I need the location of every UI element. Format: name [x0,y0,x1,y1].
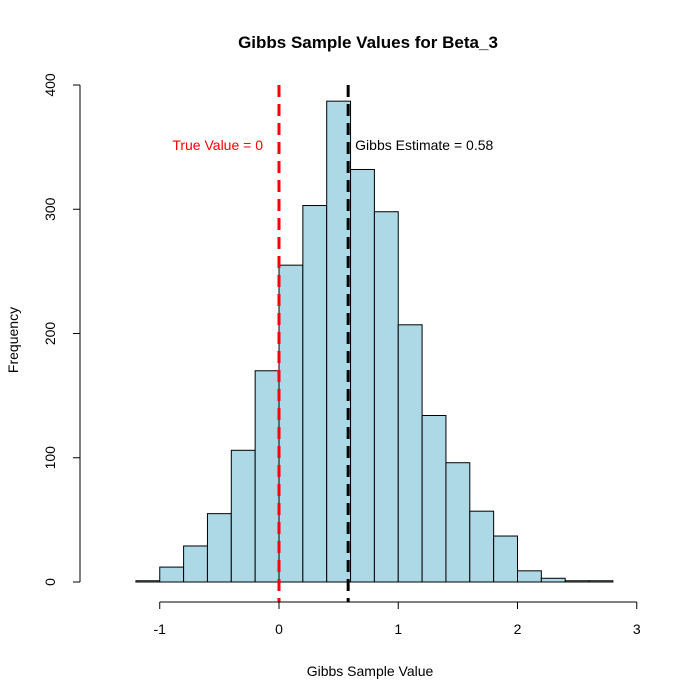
histogram-bar [517,570,542,583]
histogram-bar [445,462,471,583]
reference-lines-layer: True Value = 0 Gibbs Estimate = 0.58 [172,85,494,602]
x-tick-label: 1 [394,621,402,637]
histogram-bar [350,168,375,583]
histogram-bar [540,577,566,583]
histogram-bar [302,205,328,583]
histogram-bar [588,580,614,583]
y-axis-label: Frequency [5,307,21,373]
histogram-bar [159,566,185,583]
bars-layer [135,100,614,583]
x-tick-label: -1 [154,621,167,637]
x-axis: -1 0 1 2 3 [154,601,641,637]
y-tick-label: 200 [42,322,58,346]
y-tick-label: 300 [42,197,58,221]
y-tick-label: 100 [42,446,58,470]
histogram-bar [206,513,232,583]
histogram-bar [373,211,399,583]
x-tick-label: 2 [514,621,522,637]
chart-title: Gibbs Sample Values for Beta_3 [238,33,498,52]
histogram-bar [493,535,518,583]
histogram-bar [135,580,161,583]
histogram-bar [183,545,208,583]
gibbs-estimate-label: Gibbs Estimate = 0.58 [355,137,493,153]
true-value-label: True Value = 0 [172,137,263,153]
histogram-bar [421,415,447,583]
y-tick-label: 0 [42,578,58,586]
x-tick-label: 0 [275,621,283,637]
x-axis-label: Gibbs Sample Value [307,663,434,679]
histogram-bar [278,264,304,583]
y-tick-label: 400 [42,73,58,97]
histogram-bar [254,370,280,583]
histogram-bar [469,510,495,583]
y-axis: 0 100 200 300 400 [42,73,81,586]
x-tick-label: 3 [633,621,641,637]
histogram-bar [564,580,590,583]
histogram-bar [397,324,423,583]
histogram-bar [230,449,256,583]
